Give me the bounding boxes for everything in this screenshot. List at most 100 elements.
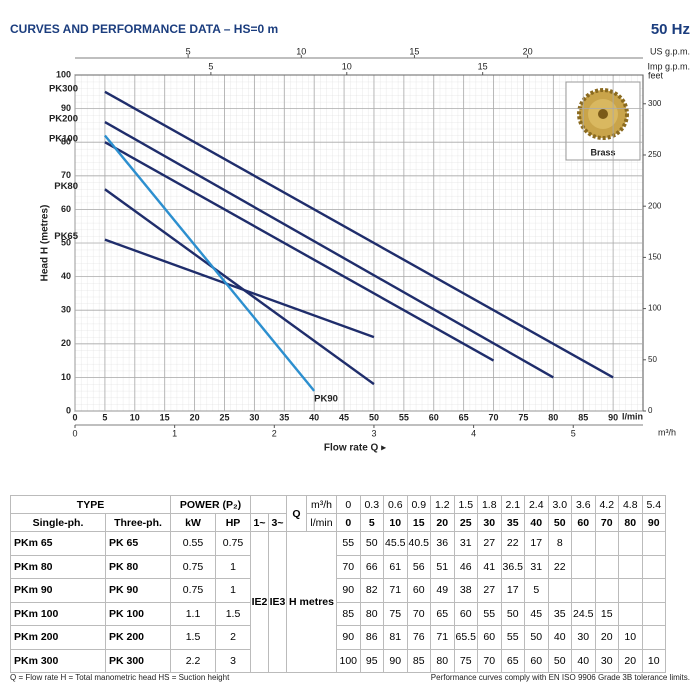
table-cell: 3.0	[547, 495, 572, 514]
table-cell: 5	[359, 513, 384, 532]
table-cell: 1.5	[215, 601, 251, 626]
table-cell: 1.1	[170, 601, 216, 626]
table-cell: 60	[406, 578, 431, 603]
table-cell: 1.2	[430, 495, 455, 514]
curve	[104, 141, 495, 362]
table-cell: PK 80	[105, 554, 171, 579]
table-cell: 1.5	[170, 625, 216, 650]
table-cell: 0	[336, 513, 361, 532]
table-cell: 8	[547, 531, 572, 556]
table-cell: 65	[500, 648, 525, 673]
table-cell: 2.4	[524, 495, 549, 514]
series-label: PK300	[49, 83, 78, 94]
table-cell: 0.6	[383, 495, 408, 514]
table-cell: PK 300	[105, 648, 171, 673]
table-cell: PK 90	[105, 578, 171, 603]
table-cell: 4.8	[618, 495, 643, 514]
table-cell: 30	[594, 648, 619, 673]
table-cell: 0.75	[215, 531, 251, 556]
table-cell: 82	[359, 578, 384, 603]
table-cell: 3	[215, 648, 251, 673]
bottom-tick-label: 5	[571, 428, 576, 438]
table-cell: 80	[618, 513, 643, 532]
image-label: Brass	[590, 147, 615, 157]
x-tick-label: 70	[489, 412, 499, 422]
y2-axis-label: feet	[648, 70, 664, 80]
table-cell: m³/h	[306, 495, 337, 514]
table-cell: 90	[641, 513, 666, 532]
table-cell: 1.5	[453, 495, 478, 514]
y-tick-label: 80	[61, 137, 71, 147]
table-cell: PK 100	[105, 601, 171, 626]
table-cell: 81	[383, 625, 408, 650]
table-cell: 40	[524, 513, 549, 532]
table-cell: 70	[594, 513, 619, 532]
table-cell: 30	[571, 625, 596, 650]
table-cell: 41	[477, 554, 502, 579]
table-cell: 60	[453, 601, 478, 626]
top-axis-unit: US g.p.m.	[650, 46, 690, 56]
table-cell: 55	[336, 531, 361, 556]
table-cell: Three-ph.	[105, 513, 171, 532]
table-cell: 71	[430, 625, 455, 650]
y-tick-label: 30	[61, 305, 71, 315]
x-tick-label: 35	[279, 412, 289, 422]
top-axis-unit: Imp g.p.m.	[647, 61, 690, 71]
table-cell: PKm 300	[10, 648, 106, 673]
bottom-tick-label: 4	[471, 428, 476, 438]
top-tick-label: 15	[409, 46, 419, 56]
x-tick-label: 5	[102, 412, 107, 422]
table-cell: 45.5	[383, 531, 408, 556]
bottom-tick-label: 2	[272, 428, 277, 438]
y-tick-label: 60	[61, 204, 71, 214]
curve	[104, 238, 375, 339]
x-tick-label: 85	[578, 412, 588, 422]
table-cell: 24.5	[571, 601, 596, 626]
table-cell: 36.5	[500, 554, 525, 579]
table-cell: 45	[524, 601, 549, 626]
series-label: PK100	[49, 134, 78, 145]
table-cell: 50	[524, 625, 549, 650]
top-tick-label: 10	[296, 46, 306, 56]
table-cell	[594, 531, 619, 556]
table-cell: 80	[430, 648, 455, 673]
y-tick-label: 20	[61, 338, 71, 348]
top-tick-label: 5	[186, 46, 191, 56]
curve	[103, 134, 316, 392]
table-cell	[641, 531, 666, 556]
y-tick-label: 70	[61, 170, 71, 180]
table-cell: 3~	[268, 513, 287, 532]
table-cell: PK 65	[105, 531, 171, 556]
x-tick-label: 65	[459, 412, 469, 422]
table-cell: 15	[594, 601, 619, 626]
table-cell: 95	[359, 648, 384, 673]
y-axis-label: Head H (metres)	[40, 205, 51, 282]
table-cell: 85	[406, 648, 431, 673]
table-cell: 5.4	[641, 495, 666, 514]
table-cell: 100	[336, 648, 361, 673]
x-unit: l/min	[622, 411, 643, 421]
table-cell: 40	[547, 625, 572, 650]
bottom-tick-label: 1	[172, 428, 177, 438]
curve	[104, 90, 614, 379]
table-cell: 71	[383, 578, 408, 603]
table-cell: POWER (P₂)	[170, 495, 251, 514]
table-cell: 50	[547, 648, 572, 673]
y2-tick-label: 50	[648, 355, 657, 364]
table-cell: PKm 200	[10, 625, 106, 650]
table-cell: 66	[359, 554, 384, 579]
table-cell: 70	[336, 554, 361, 579]
y-tick-label: 0	[66, 405, 71, 415]
table-cell: Q	[286, 495, 307, 532]
x-tick-label: 90	[608, 412, 618, 422]
x-tick-label: 30	[249, 412, 259, 422]
table-cell: kW	[170, 513, 216, 532]
table-cell: 56	[406, 554, 431, 579]
table-cell: 22	[547, 554, 572, 579]
x-tick-label: 45	[339, 412, 349, 422]
y2-tick-label: 150	[648, 252, 662, 261]
table-cell	[594, 578, 619, 603]
series-label: PK65	[54, 231, 78, 242]
table-cell: 90	[383, 648, 408, 673]
